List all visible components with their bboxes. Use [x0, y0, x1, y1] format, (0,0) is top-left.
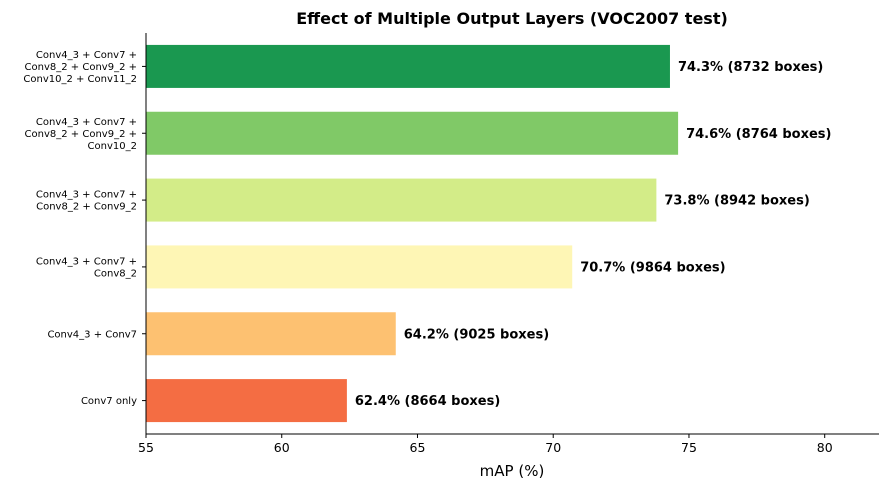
data-label-5: 74.3% (8732 boxes) — [678, 60, 823, 75]
x-tick-label-2: 65 — [410, 440, 426, 455]
bar-1 — [146, 312, 396, 356]
y-tick-label-1: Conv4_3 + Conv7 — [47, 329, 137, 340]
y-tick-label-2: Conv4_3 + Conv7 + Conv8_2 — [36, 256, 137, 279]
chart-title: Effect of Multiple Output Layers (VOC200… — [296, 9, 728, 28]
data-label-1: 64.2% (9025 boxes) — [404, 327, 549, 342]
y-tick-label-line: Conv10_2 — [88, 141, 137, 152]
data-label-2: 70.7% (9864 boxes) — [580, 260, 725, 275]
bar-3 — [146, 178, 657, 222]
data-label-4: 74.6% (8764 boxes) — [686, 127, 831, 142]
bar-2 — [146, 245, 573, 289]
bar-5 — [146, 44, 670, 88]
x-tick-label-3: 70 — [545, 440, 561, 455]
y-tick-label-line: Conv8_2 — [94, 268, 137, 279]
y-tick-label-line: Conv8_2 + Conv9_2 + — [25, 129, 137, 140]
x-tick-label-0: 55 — [138, 440, 154, 455]
y-axis-ticks: Conv7 only Conv4_3 + Conv7 Conv4_3 + Conv7… — [23, 50, 146, 407]
y-tick-label-line: Conv10_2 + Conv11_2 — [23, 74, 137, 85]
y-tick-label-line: Conv8_2 + Conv9_2 — [36, 202, 137, 213]
y-tick-label-line: Conv4_3 + Conv7 + — [36, 256, 137, 267]
y-tick-label-0: Conv7 only — [81, 396, 137, 407]
x-axis-label: mAP (%) — [480, 462, 545, 480]
y-tick-label-line: Conv4_3 + Conv7 + — [36, 190, 137, 201]
x-axis-ticks: 55 60 65 70 75 80 — [138, 434, 833, 455]
y-tick-label-line: Conv4_3 + Conv7 — [47, 329, 137, 340]
x-tick-label-1: 60 — [274, 440, 290, 455]
data-labels-group: 62.4% (8664 boxes) 64.2% (9025 boxes) 70.7… — [355, 60, 832, 409]
y-tick-label-line: Conv8_2 + Conv9_2 + — [25, 62, 137, 73]
bar-4 — [146, 111, 679, 155]
y-tick-label-4: Conv4_3 + Conv7 + Conv8_2 + Conv9_2 + Conv… — [25, 117, 137, 152]
data-label-3: 73.8% (8942 boxes) — [664, 194, 809, 209]
x-tick-label-5: 80 — [817, 440, 833, 455]
bar-0 — [146, 379, 347, 423]
y-tick-label-5: Conv4_3 + Conv7 + Conv8_2 + Conv9_2 + Conv… — [23, 50, 137, 85]
y-tick-label-3: Conv4_3 + Conv7 + Conv8_2 + Conv9_2 — [36, 190, 137, 213]
x-tick-label-4: 75 — [681, 440, 697, 455]
y-tick-label-line: Conv4_3 + Conv7 + — [36, 50, 137, 61]
data-label-0: 62.4% (8664 boxes) — [355, 394, 500, 409]
bars-group — [146, 44, 679, 423]
y-tick-label-line: Conv7 only — [81, 396, 137, 407]
y-tick-label-line: Conv4_3 + Conv7 + — [36, 117, 137, 128]
